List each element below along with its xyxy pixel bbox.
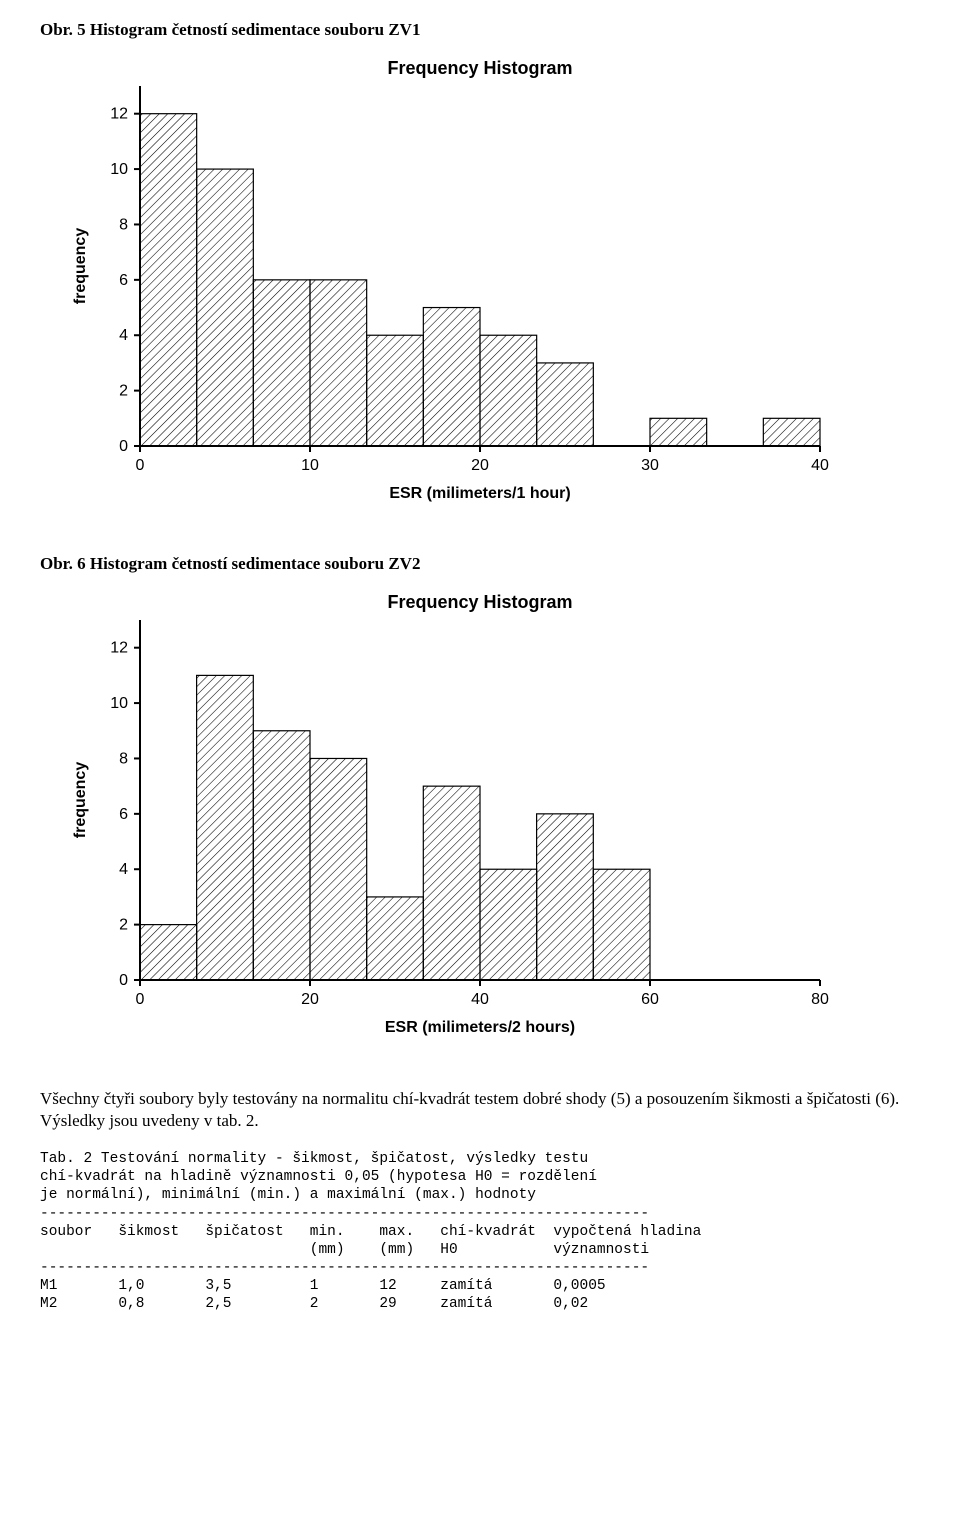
svg-text:ESR (milimeters/1 hour): ESR (milimeters/1 hour) bbox=[389, 485, 570, 502]
svg-text:10: 10 bbox=[110, 161, 128, 178]
svg-text:12: 12 bbox=[110, 640, 128, 657]
body-text: Všechny čtyři soubory byly testovány na … bbox=[40, 1088, 920, 1132]
svg-text:80: 80 bbox=[811, 991, 829, 1008]
histogram-chart-2: Frequency Histogram 0 2 4 6 8 10 12 0 20 40 60 80 fre… bbox=[40, 580, 850, 1060]
svg-text:Frequency Histogram: Frequency Histogram bbox=[387, 58, 572, 78]
svg-text:8: 8 bbox=[119, 216, 128, 233]
svg-text:10: 10 bbox=[110, 695, 128, 712]
svg-text:10: 10 bbox=[301, 457, 319, 474]
svg-text:20: 20 bbox=[471, 457, 489, 474]
svg-text:30: 30 bbox=[641, 457, 659, 474]
svg-text:frequency: frequency bbox=[72, 762, 89, 839]
svg-text:60: 60 bbox=[641, 991, 659, 1008]
svg-text:40: 40 bbox=[471, 991, 489, 1008]
figure-2: Obr. 6 Histogram četností sedimentace so… bbox=[40, 554, 920, 1060]
svg-text:2: 2 bbox=[119, 383, 128, 400]
svg-text:6: 6 bbox=[119, 806, 128, 823]
histogram-chart-1: Frequency Histogram 0 2 4 6 8 10 12 0 10 20 30 40 fre… bbox=[40, 46, 850, 526]
svg-text:4: 4 bbox=[119, 861, 128, 878]
normality-table: Tab. 2 Testování normality - šikmost, šp… bbox=[40, 1150, 920, 1313]
svg-text:2: 2 bbox=[119, 917, 128, 934]
figure-2-caption: Obr. 6 Histogram četností sedimentace so… bbox=[40, 554, 920, 574]
svg-text:0: 0 bbox=[136, 457, 145, 474]
figure-1: Obr. 5 Histogram četností sedimentace so… bbox=[40, 20, 920, 526]
svg-text:8: 8 bbox=[119, 750, 128, 767]
svg-text:40: 40 bbox=[811, 457, 829, 474]
svg-text:Frequency Histogram: Frequency Histogram bbox=[387, 592, 572, 612]
svg-text:20: 20 bbox=[301, 991, 319, 1008]
svg-text:0: 0 bbox=[119, 972, 128, 989]
svg-text:0: 0 bbox=[136, 991, 145, 1008]
svg-text:4: 4 bbox=[119, 327, 128, 344]
svg-text:12: 12 bbox=[110, 106, 128, 123]
svg-text:0: 0 bbox=[119, 438, 128, 455]
svg-text:ESR (milimeters/2 hours): ESR (milimeters/2 hours) bbox=[385, 1019, 575, 1036]
svg-text:frequency: frequency bbox=[72, 228, 89, 305]
svg-text:6: 6 bbox=[119, 272, 128, 289]
figure-1-caption: Obr. 5 Histogram četností sedimentace so… bbox=[40, 20, 920, 40]
